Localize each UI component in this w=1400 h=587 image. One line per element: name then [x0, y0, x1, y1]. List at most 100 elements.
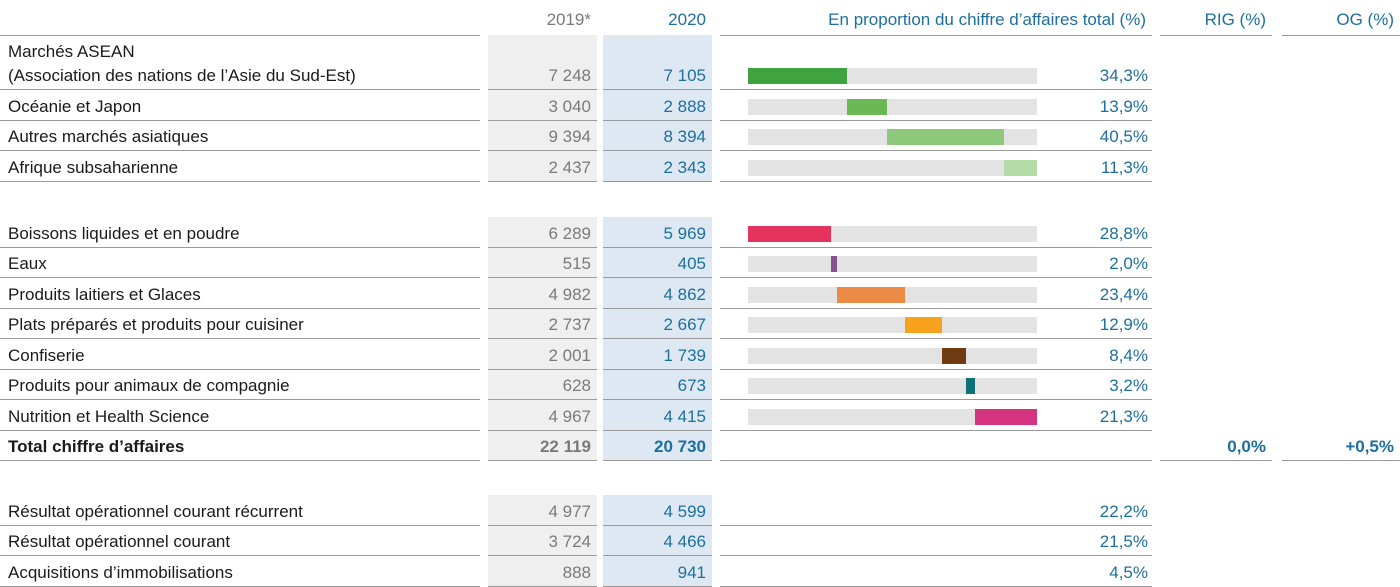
value-2019: 2 001 [548, 345, 591, 365]
cell-bg [488, 339, 597, 370]
row-rule [720, 460, 1152, 461]
header-y2019: 2019* [546, 10, 591, 29]
row-rule [720, 429, 1152, 431]
row-rule [488, 246, 597, 248]
header-y2020: 2020 [668, 10, 706, 29]
cell-bg [603, 339, 712, 370]
row-label: Plats préparés et produits pour cuisiner [8, 315, 304, 334]
row-rule [603, 119, 712, 121]
row-rule [603, 277, 712, 278]
row-label: Océanie et Japon [8, 96, 142, 116]
row-rule [720, 277, 1152, 278]
cell-bg [488, 430, 597, 461]
row-rule [0, 429, 480, 431]
cell-bg [488, 495, 597, 526]
value-2020: 2 343 [663, 157, 706, 177]
value-2019: 515 [562, 254, 591, 273]
bar [748, 68, 848, 84]
row-rule [720, 180, 1152, 182]
bar [1004, 159, 1037, 176]
row-rule [603, 524, 712, 526]
row-label: Résultat opérationnel courant [8, 532, 231, 551]
row-rule [603, 307, 712, 309]
row-rule [603, 368, 712, 370]
row-rule [720, 585, 1152, 587]
value-2020: 7 105 [663, 66, 706, 85]
cell-bg [488, 217, 597, 248]
row-rule [0, 246, 480, 248]
row-rule [0, 307, 480, 309]
cell-bg [488, 90, 597, 121]
value-2019: 3 040 [548, 96, 591, 116]
cell-bg [603, 308, 712, 339]
row-rule [488, 429, 597, 431]
value-2020: 8 394 [663, 127, 706, 146]
share-label: 11,3% [1101, 157, 1148, 177]
row-label: Total chiffre d’affaires [8, 437, 185, 456]
value-2019: 2 437 [548, 157, 591, 177]
row-label: Résultat opérationnel courant récurrent [8, 501, 303, 521]
value-2020: 5 969 [663, 223, 706, 243]
header-rule [1282, 35, 1400, 36]
row-rule [488, 89, 597, 90]
bar-track [748, 256, 1037, 272]
row-rule [720, 307, 1152, 309]
cell-bg [603, 217, 712, 248]
og-value: +0,5% [1345, 437, 1394, 456]
row-rule [0, 150, 480, 151]
share-label: 21,5% [1099, 532, 1148, 551]
row-rule [603, 89, 712, 90]
row-rule [488, 150, 597, 151]
row-label: (Association des nations de l’Asie du Su… [8, 66, 356, 85]
row-label: Eaux [8, 254, 47, 273]
row-rule [603, 338, 712, 339]
row-rule [488, 524, 597, 526]
cell-bg [488, 525, 597, 556]
row-rule [0, 338, 480, 339]
cell-bg [488, 35, 597, 90]
row-label: Marchés ASEAN [8, 42, 135, 61]
value-2019: 888 [562, 562, 591, 582]
value-2020: 405 [677, 254, 706, 273]
cell-bg [488, 278, 597, 309]
cell-bg [488, 120, 597, 151]
row-rule [720, 368, 1152, 370]
value-2019: 4 967 [548, 406, 591, 426]
header-rule [0, 35, 480, 36]
bar [837, 286, 905, 303]
share-label: 2,0% [1109, 254, 1148, 273]
value-2020: 4 599 [663, 501, 706, 521]
bar-track [748, 317, 1037, 333]
row-rule [0, 368, 480, 370]
bar [904, 317, 942, 333]
value-2019: 628 [562, 376, 591, 395]
row-rule [603, 585, 712, 587]
bar-track [748, 98, 1037, 115]
cell-bg [603, 369, 712, 400]
header-rule [720, 35, 1152, 36]
value-2020: 673 [677, 376, 706, 395]
value-2020: 20 730 [654, 437, 706, 456]
row-rule [0, 89, 480, 90]
value-2019: 9 394 [548, 127, 591, 146]
bar [847, 98, 888, 115]
row-rule [603, 399, 712, 400]
row-rule [720, 524, 1152, 526]
row-rule [603, 429, 712, 431]
cell-bg [488, 369, 597, 400]
value-2019: 3 724 [548, 532, 591, 551]
row-rule [0, 585, 480, 587]
row-rule [0, 180, 480, 182]
row-rule [488, 368, 597, 370]
cell-bg [603, 120, 712, 151]
cell-bg [603, 430, 712, 461]
row-rule [603, 555, 712, 556]
value-2019: 4 977 [548, 501, 591, 521]
value-2019: 22 119 [539, 437, 591, 456]
value-2020: 1 739 [663, 345, 706, 365]
cell-bg [603, 35, 712, 90]
row-label: Autres marchés asiatiques [8, 127, 209, 146]
row-label: Boissons liquides et en poudre [8, 223, 240, 243]
